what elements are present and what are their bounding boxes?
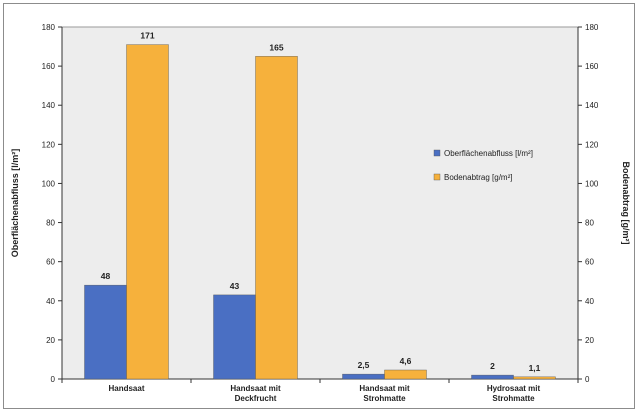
- data-label: 171: [140, 31, 154, 41]
- data-label: 2,5: [358, 360, 370, 370]
- x-tick-label: Handsaat mit Strohmatte: [359, 384, 410, 403]
- legend-label: Oberflächenabfluss [l/m²]: [444, 149, 533, 158]
- y-tick-label-left: 0: [51, 375, 56, 384]
- legend-label: Bodenabtrag [g/m²]: [444, 173, 512, 182]
- chart-frame: 0 0 20 20 40 40 60 60 80 80 100 100 120 120 140 140 160 1…: [3, 3, 635, 409]
- y-tick-label-left: 120: [42, 140, 56, 149]
- data-label: 43: [230, 281, 240, 291]
- y-axis-title-right: Bodenabtrag [g/m²]: [621, 162, 631, 245]
- y-tick-label-right: 40: [585, 297, 594, 306]
- y-tick-label-left: 160: [42, 62, 56, 71]
- data-label: 2: [490, 361, 495, 371]
- y-tick-label-right: 140: [585, 101, 599, 110]
- y-tick-label-left: 140: [42, 101, 56, 110]
- y-tick-label-left: 20: [46, 336, 55, 345]
- y-tick-label-right: 60: [585, 258, 594, 267]
- bar-oberflaechenabfluss: [84, 284, 127, 380]
- y-tick-label-left: 80: [46, 219, 55, 228]
- y-tick-label-left: 100: [42, 179, 56, 188]
- bar-bodenabtrag: [126, 44, 169, 380]
- bar-oberflaechenabfluss: [342, 373, 385, 380]
- y-tick-label-right: 100: [585, 179, 599, 188]
- data-label: 48: [101, 271, 111, 281]
- chart-svg: 0 0 20 20 40 40 60 60 80 80 100 100 120 120 140 140 160 1…: [10, 23, 631, 403]
- data-label: 4,6: [400, 356, 412, 366]
- bar-oberflaechenabfluss: [213, 294, 256, 380]
- legend-swatch: [433, 149, 441, 157]
- y-tick-label-right: 180: [585, 23, 599, 32]
- y-axis-title-left: Oberflächenabfluss [l/m²]: [10, 149, 20, 258]
- legend-box: [428, 143, 568, 195]
- y-tick-label-left: 180: [42, 23, 56, 32]
- y-tick-label-right: 80: [585, 219, 594, 228]
- bar-oberflaechenabfluss: [471, 374, 514, 380]
- y-tick-label-right: 160: [585, 62, 599, 71]
- bar-bodenabtrag: [255, 56, 298, 380]
- x-tick-label: Hydrosaat mit Strohmatte: [487, 384, 541, 403]
- data-label: 1,1: [529, 363, 541, 373]
- y-tick-label-right: 20: [585, 336, 594, 345]
- bar-bodenabtrag: [513, 376, 556, 380]
- data-label: 165: [269, 42, 283, 52]
- y-tick-label-left: 40: [46, 297, 55, 306]
- y-tick-label-left: 60: [46, 258, 55, 267]
- x-tick-label: Handsaat mit Deckfrucht: [230, 384, 281, 403]
- y-tick-label-right: 120: [585, 140, 599, 149]
- x-tick-label: Handsaat: [108, 384, 144, 393]
- bar-bodenabtrag: [384, 369, 427, 380]
- y-tick-label-right: 0: [585, 375, 590, 384]
- legend-swatch: [433, 173, 441, 181]
